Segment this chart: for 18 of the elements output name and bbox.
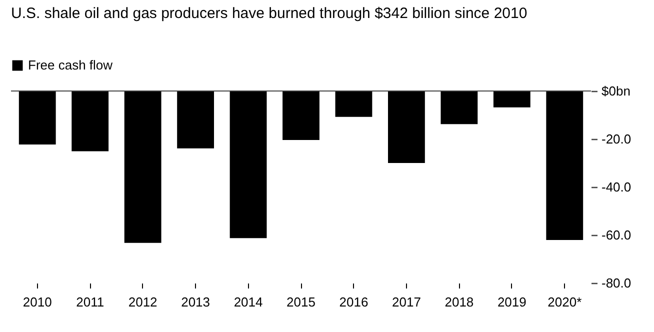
chart-title: U.S. shale oil and gas producers have burned through $342 billion since 2010 xyxy=(11,5,528,22)
x-tick-label: 2013 xyxy=(181,294,210,310)
y-tick-label: -80.0 xyxy=(602,276,632,290)
x-tick-label: 2017 xyxy=(392,294,421,310)
x-tick-label: 2010 xyxy=(22,294,52,310)
x-tick-label: 2015 xyxy=(286,294,316,310)
x-tick-label: 2014 xyxy=(234,294,263,310)
x-tick-label: 2019 xyxy=(497,294,526,310)
y-tick-label: -20.0 xyxy=(602,132,632,146)
legend-label: Free cash flow xyxy=(28,58,114,72)
x-tick-label: 2016 xyxy=(339,294,368,310)
y-tick-label: -40.0 xyxy=(602,180,632,194)
x-tick-label: 2011 xyxy=(76,294,104,310)
x-tick-label: 2012 xyxy=(128,294,158,310)
x-tick-label: 2020* xyxy=(548,294,582,310)
y-tick-label: -60.0 xyxy=(602,228,632,242)
y-tick-label: $0bn xyxy=(602,84,630,98)
x-tick-label: 2018 xyxy=(444,294,474,310)
